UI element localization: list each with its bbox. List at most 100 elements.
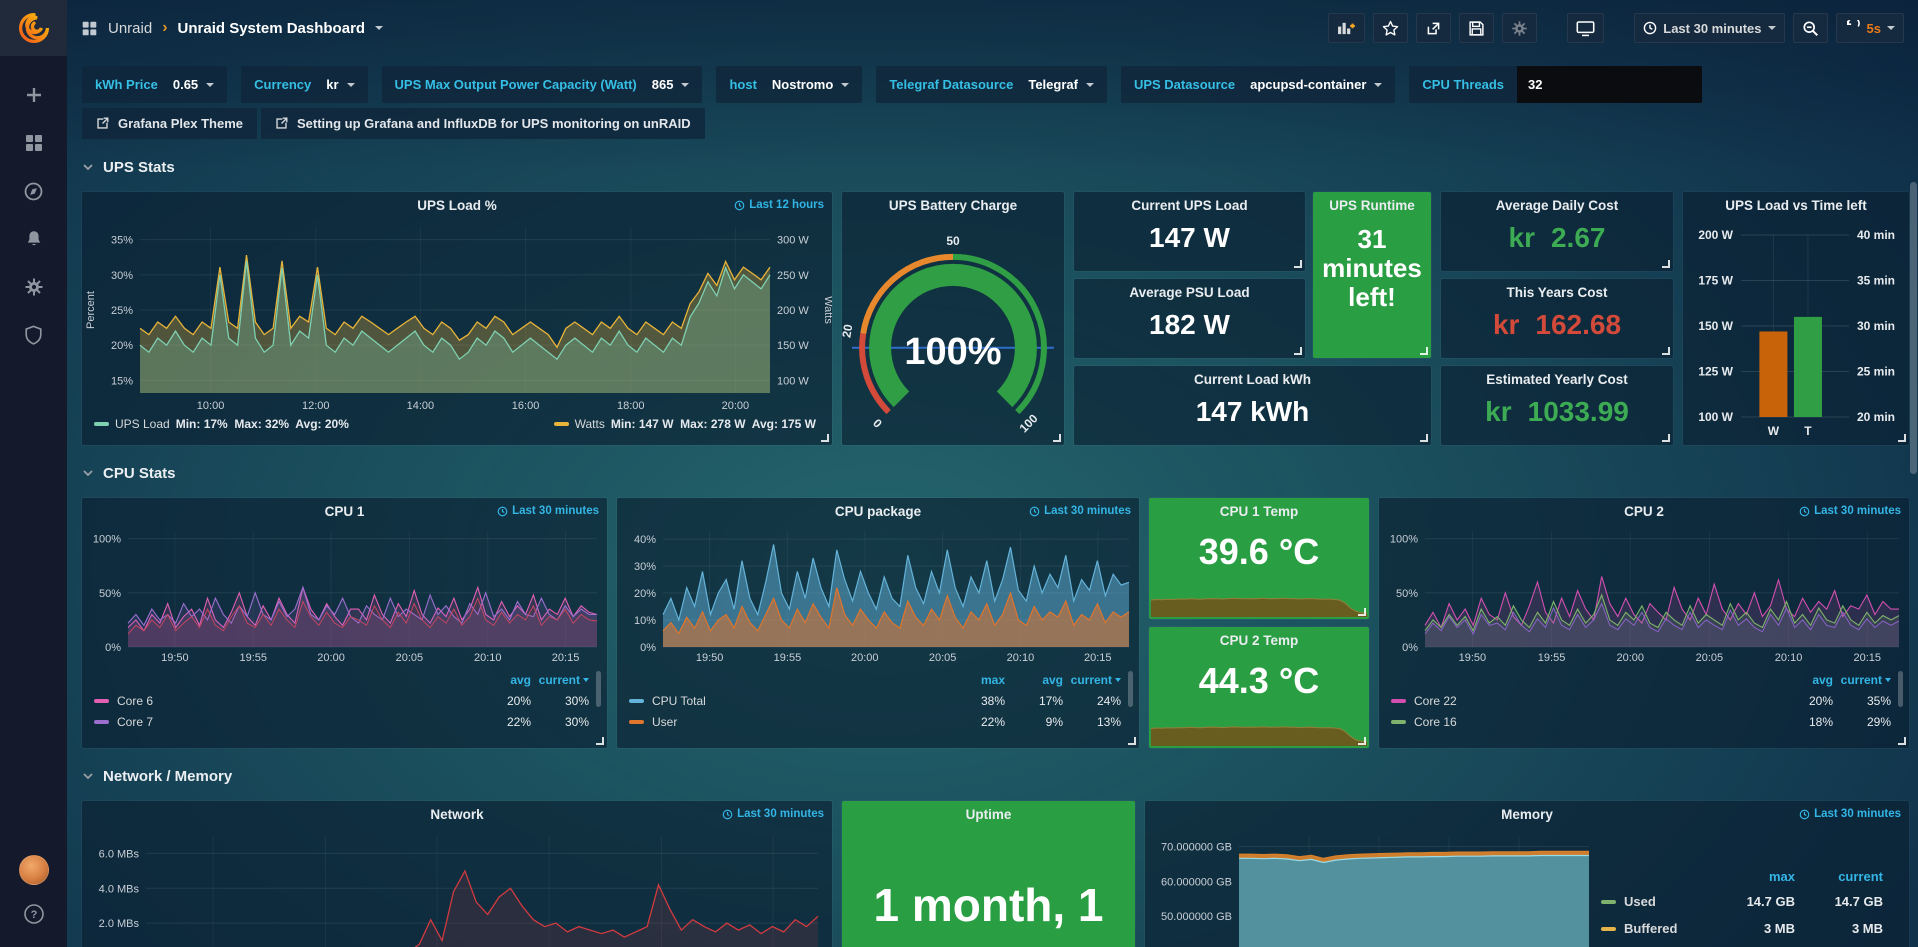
sidebar-dashboards-button[interactable] xyxy=(14,126,54,160)
legend-scrollbar[interactable] xyxy=(596,671,601,707)
svg-text:35 min: 35 min xyxy=(1857,274,1895,288)
panel-title[interactable]: CPU 1 Temp xyxy=(1149,498,1369,525)
panel-time-badge[interactable]: Last 30 minutes xyxy=(497,505,599,517)
cpu-package-chart[interactable]: 19:5019:5520:0020:0520:1020:1540%30%20%1… xyxy=(617,525,1139,667)
dashboard-settings-button[interactable] xyxy=(1502,13,1537,43)
svg-text:20:00: 20:00 xyxy=(1616,652,1644,664)
variable-telegraf-datasource[interactable]: Telegraf Datasource Telegraf xyxy=(876,66,1107,103)
panel-time-badge[interactable]: Last 30 minutes xyxy=(1799,808,1901,820)
page-title[interactable]: Unraid System Dashboard xyxy=(178,20,366,37)
variable-kwh-price[interactable]: kWh Price 0.65 xyxy=(82,66,227,103)
panel-title[interactable]: UPS Battery Charge xyxy=(842,192,1064,219)
panel-time-badge[interactable]: Last 30 minutes xyxy=(722,808,824,820)
variable-value[interactable]: kr xyxy=(324,66,367,103)
variable-cpu-threads[interactable]: CPU Threads 32 xyxy=(1409,66,1702,103)
section-network-memory[interactable]: Network / Memory xyxy=(82,759,1909,793)
panel-this-years-cost: This Years Cost kr162.68 xyxy=(1441,279,1673,358)
panel-title[interactable]: CPU 2 Last 30 minutes xyxy=(1379,498,1909,525)
tv-kiosk-button[interactable] xyxy=(1567,13,1604,43)
svg-text:30%: 30% xyxy=(634,561,656,573)
share-dashboard-button[interactable] xyxy=(1416,13,1451,43)
zoom-out-button[interactable] xyxy=(1793,13,1828,43)
panel-title[interactable]: Average PSU Load xyxy=(1074,279,1305,306)
panel-title[interactable]: CPU package Last 30 minutes xyxy=(617,498,1139,525)
user-avatar[interactable] xyxy=(19,855,49,885)
variable-value[interactable]: Telegraf xyxy=(1026,66,1107,103)
panel-title[interactable]: This Years Cost xyxy=(1441,279,1673,306)
section-ups-stats[interactable]: UPS Stats xyxy=(82,150,1909,184)
panel-time-badge[interactable]: Last 12 hours xyxy=(734,199,824,211)
memory-chart[interactable]: 70.000000 GB60.000000 GB50.000000 GB xyxy=(1145,828,1601,947)
sort-caret-icon xyxy=(1885,678,1891,682)
variable-value[interactable]: apcupsd-container xyxy=(1248,66,1395,103)
variable-currency[interactable]: Currency kr xyxy=(241,66,367,103)
sidebar-configuration-button[interactable] xyxy=(14,270,54,304)
clock-icon xyxy=(734,200,745,211)
add-panel-button[interactable] xyxy=(1328,13,1365,43)
panel-title[interactable]: CPU 2 Temp xyxy=(1149,627,1369,654)
grafana-logo[interactable] xyxy=(0,0,67,56)
panel-title[interactable]: Estimated Yearly Cost xyxy=(1441,366,1673,393)
stat-value: 147 W xyxy=(1074,222,1305,254)
link-grafana-plex-theme[interactable]: Grafana Plex Theme xyxy=(82,108,257,139)
variable-value[interactable]: 0.65 xyxy=(171,66,227,103)
sidebar-help-button[interactable]: ? xyxy=(14,897,54,931)
refresh-button[interactable]: 5s xyxy=(1836,13,1904,43)
time-range-picker[interactable]: Last 30 minutes xyxy=(1634,13,1784,43)
panel-title[interactable]: UPS Load % Last 12 hours xyxy=(82,192,832,219)
shield-icon xyxy=(24,325,43,345)
page-scrollbar[interactable] xyxy=(1910,182,1917,474)
sidebar-create-button[interactable] xyxy=(14,78,54,112)
sidebar-explore-button[interactable] xyxy=(14,174,54,208)
link-ups-monitoring-guide[interactable]: Setting up Grafana and InfluxDB for UPS … xyxy=(261,108,705,139)
cpu1-chart[interactable]: 19:5019:5520:0020:0520:1020:15100%50%0% xyxy=(82,525,607,667)
load-vs-time-chart[interactable]: 200 W175 W150 W125 W100 W40 min35 min30 … xyxy=(1683,219,1909,441)
variable-label: host xyxy=(716,66,769,103)
variable-value[interactable]: 865 xyxy=(650,66,703,103)
section-cpu-stats[interactable]: CPU Stats xyxy=(82,456,1909,490)
breadcrumb-app[interactable]: Unraid xyxy=(108,20,152,37)
variable-label: Telegraf Datasource xyxy=(876,66,1026,103)
variable-ups-datasource[interactable]: UPS Datasource apcupsd-container xyxy=(1121,66,1395,103)
variable-value[interactable]: Nostromo xyxy=(770,66,862,103)
panel-title[interactable]: Uptime xyxy=(842,801,1135,828)
star-dashboard-button[interactable] xyxy=(1373,13,1408,43)
navbar-actions: Last 30 minutes 5s xyxy=(1328,13,1904,43)
svg-text:20:10: 20:10 xyxy=(1775,652,1803,664)
panel-title[interactable]: Current UPS Load xyxy=(1074,192,1305,219)
panel-title[interactable]: UPS Load vs Time left xyxy=(1683,192,1909,219)
panel-current-ups-load: Current UPS Load 147 W xyxy=(1074,192,1305,271)
grafana-logo-icon xyxy=(17,11,51,45)
cpu2-chart[interactable]: 19:5019:5520:0020:0520:1020:15100%50%0% xyxy=(1379,525,1909,667)
legend-scrollbar[interactable] xyxy=(1128,671,1133,707)
cpu-threads-input[interactable]: 32 xyxy=(1517,66,1702,103)
panel-title[interactable]: CPU 1 Last 30 minutes xyxy=(82,498,607,525)
panel-title[interactable]: Network Last 30 minutes xyxy=(82,801,832,828)
legend-item: UPS LoadMin: 17% Max: 32% Avg: 20% xyxy=(94,417,349,431)
variable-host[interactable]: host Nostromo xyxy=(716,66,862,103)
variable-ups-max-output[interactable]: UPS Max Output Power Capacity (Watt) 865 xyxy=(382,66,703,103)
stat-value: 147 kWh xyxy=(1074,396,1431,428)
legend-scrollbar[interactable] xyxy=(1898,671,1903,707)
battery-gauge[interactable]: 02050100100% xyxy=(842,219,1064,441)
time-range-label: Last 30 minutes xyxy=(1663,21,1761,36)
panel-title[interactable]: Current Load kWh xyxy=(1074,366,1431,393)
panel-title[interactable]: UPS Runtime xyxy=(1313,192,1431,219)
sidebar-server-admin-button[interactable] xyxy=(14,318,54,352)
panel-cpu-1-temp: CPU 1 Temp 39.6 °C xyxy=(1149,498,1369,619)
title-caret-icon[interactable] xyxy=(375,26,383,30)
refresh-caret-icon[interactable] xyxy=(1887,26,1895,30)
refresh-interval-label[interactable]: 5s xyxy=(1867,21,1881,36)
star-icon xyxy=(1382,20,1399,37)
sidebar-alerting-button[interactable] xyxy=(14,222,54,256)
panel-time-badge[interactable]: Last 30 minutes xyxy=(1799,505,1901,517)
panel-time-badge[interactable]: Last 30 minutes xyxy=(1029,505,1131,517)
panel-title[interactable]: Average Daily Cost xyxy=(1441,192,1673,219)
svg-text:20:15: 20:15 xyxy=(552,652,580,664)
save-dashboard-button[interactable] xyxy=(1459,13,1494,43)
svg-text:70.000000 GB: 70.000000 GB xyxy=(1161,841,1232,853)
svg-text:16:00: 16:00 xyxy=(512,400,540,412)
panel-title[interactable]: Memory Last 30 minutes xyxy=(1145,801,1909,828)
network-chart[interactable]: 6.0 MBs4.0 MBs2.0 MBs xyxy=(82,828,832,947)
ups-load-chart[interactable]: 10:0012:0014:0016:0018:0020:0035%30%25%2… xyxy=(82,219,832,415)
